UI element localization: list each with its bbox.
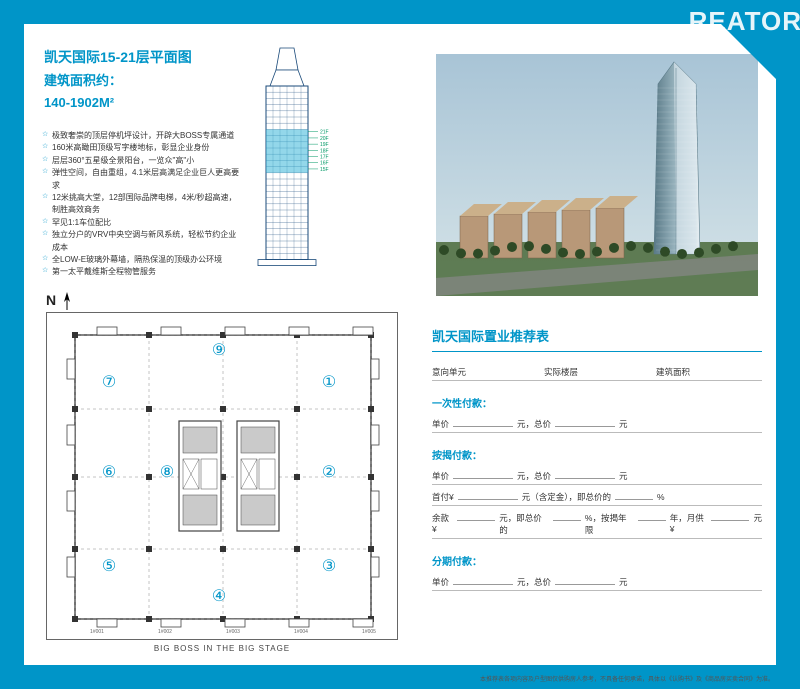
svg-text:①: ① (322, 374, 336, 391)
svg-text:17F: 17F (320, 155, 329, 161)
mortgage-row3: 余款¥ 元，即总价的 %，按揭年限 年，月供¥ 元 (432, 506, 762, 539)
mortgage-row2: 首付¥ 元（含定金），即总价的 % (432, 485, 762, 506)
svg-text:⑨: ⑨ (212, 342, 226, 359)
feature-item: 极致奢崇的顶层停机坪设计，开辟大BOSS专属通道 (42, 130, 242, 142)
feature-list: 极致奢崇的顶层停机坪设计，开辟大BOSS专属通道160米高瞰田顶级写字楼地标，彰… (42, 130, 242, 279)
svg-text:21F: 21F (320, 130, 329, 136)
floorplan-caption: BIG BOSS IN THE BIG STAGE (46, 644, 398, 653)
form-header-row: 意向单元 实际楼层 建筑面积 (432, 358, 762, 381)
svg-text:③: ③ (322, 558, 336, 575)
svg-text:19F: 19F (320, 142, 329, 148)
svg-text:1#004: 1#004 (294, 629, 308, 635)
feature-item: 160米高瞰田顶级写字楼地标，彰显企业身份 (42, 142, 242, 154)
svg-text:16F: 16F (320, 161, 329, 167)
north-indicator: N (46, 292, 398, 310)
svg-text:20F: 20F (320, 136, 329, 142)
floorplan-section: N ① ② ③ ④ ⑤ ⑥ ⑦ ⑧ ⑨ 1#001 1#002 1#003 1#004 1#005 BIG… (46, 292, 398, 653)
full-row: 单价 元，总价 元 (432, 412, 762, 433)
feature-item: 第一太平戴维斯全程物管服务 (42, 266, 242, 278)
form-title: 凯天国际置业推荐表 (432, 326, 762, 352)
project-render (436, 54, 758, 296)
svg-text:②: ② (322, 464, 336, 481)
mortgage-row1: 单价 元，总价 元 (432, 464, 762, 485)
feature-item: 弹性空间，自由重组，4.1米层高满足企业巨人更高要求 (42, 167, 242, 192)
feature-item: 独立分户的VRV中央空调与新风系统，轻松节约企业成本 (42, 229, 242, 254)
svg-text:1#001: 1#001 (90, 629, 104, 635)
watermark-text: REATOR (689, 6, 800, 37)
section-mortgage: 按揭付款： (432, 447, 762, 462)
page-frame: 凯天国际15-21层平面图 建筑面积约： 140-1902M² 极致奢崇的顶层停… (22, 22, 778, 667)
svg-text:⑧: ⑧ (160, 464, 174, 481)
svg-text:⑥: ⑥ (102, 464, 116, 481)
svg-text:④: ④ (212, 588, 226, 605)
svg-text:⑤: ⑤ (102, 558, 116, 575)
recommendation-form: 意向单元 实际楼层 建筑面积 一次性付款： 单价 元，总价 元 按揭付款： 单价… (432, 358, 762, 591)
install-row: 单价 元，总价 元 (432, 570, 762, 591)
svg-text:1#005: 1#005 (362, 629, 376, 635)
svg-text:1#003: 1#003 (226, 629, 240, 635)
feature-item: 全LOW-E玻璃外幕墙，隔热保温的顶级办公环境 (42, 254, 242, 266)
svg-text:⑦: ⑦ (102, 374, 116, 391)
feature-item: 层层360°五星级全景阳台，一览众"高"小 (42, 155, 242, 167)
svg-text:18F: 18F (320, 148, 329, 154)
floorplan: ① ② ③ ④ ⑤ ⑥ ⑦ ⑧ ⑨ 1#001 1#002 1#003 1#004 1#005 (46, 312, 398, 640)
feature-item: 12米挑高大堂，12部国际品牌电梯，4米/秒超高速，制胜高效商务 (42, 192, 242, 217)
feature-item: 罕见1:1车位配比 (42, 217, 242, 229)
disclaimer: 本推荐表各项内容及户型图仅供购房人参考，不具备任何承诺，具体以《认购书》及《商品… (480, 674, 774, 683)
building-elevation: 21F20F19F18F17F16F15F (232, 46, 352, 266)
section-full-payment: 一次性付款： (432, 395, 762, 410)
right-column: 凯天国际置业推荐表 意向单元 实际楼层 建筑面积 一次性付款： 单价 元，总价 … (432, 54, 762, 591)
svg-text:15F: 15F (320, 167, 329, 173)
section-installment: 分期付款： (432, 553, 762, 568)
svg-text:1#002: 1#002 (158, 629, 172, 635)
